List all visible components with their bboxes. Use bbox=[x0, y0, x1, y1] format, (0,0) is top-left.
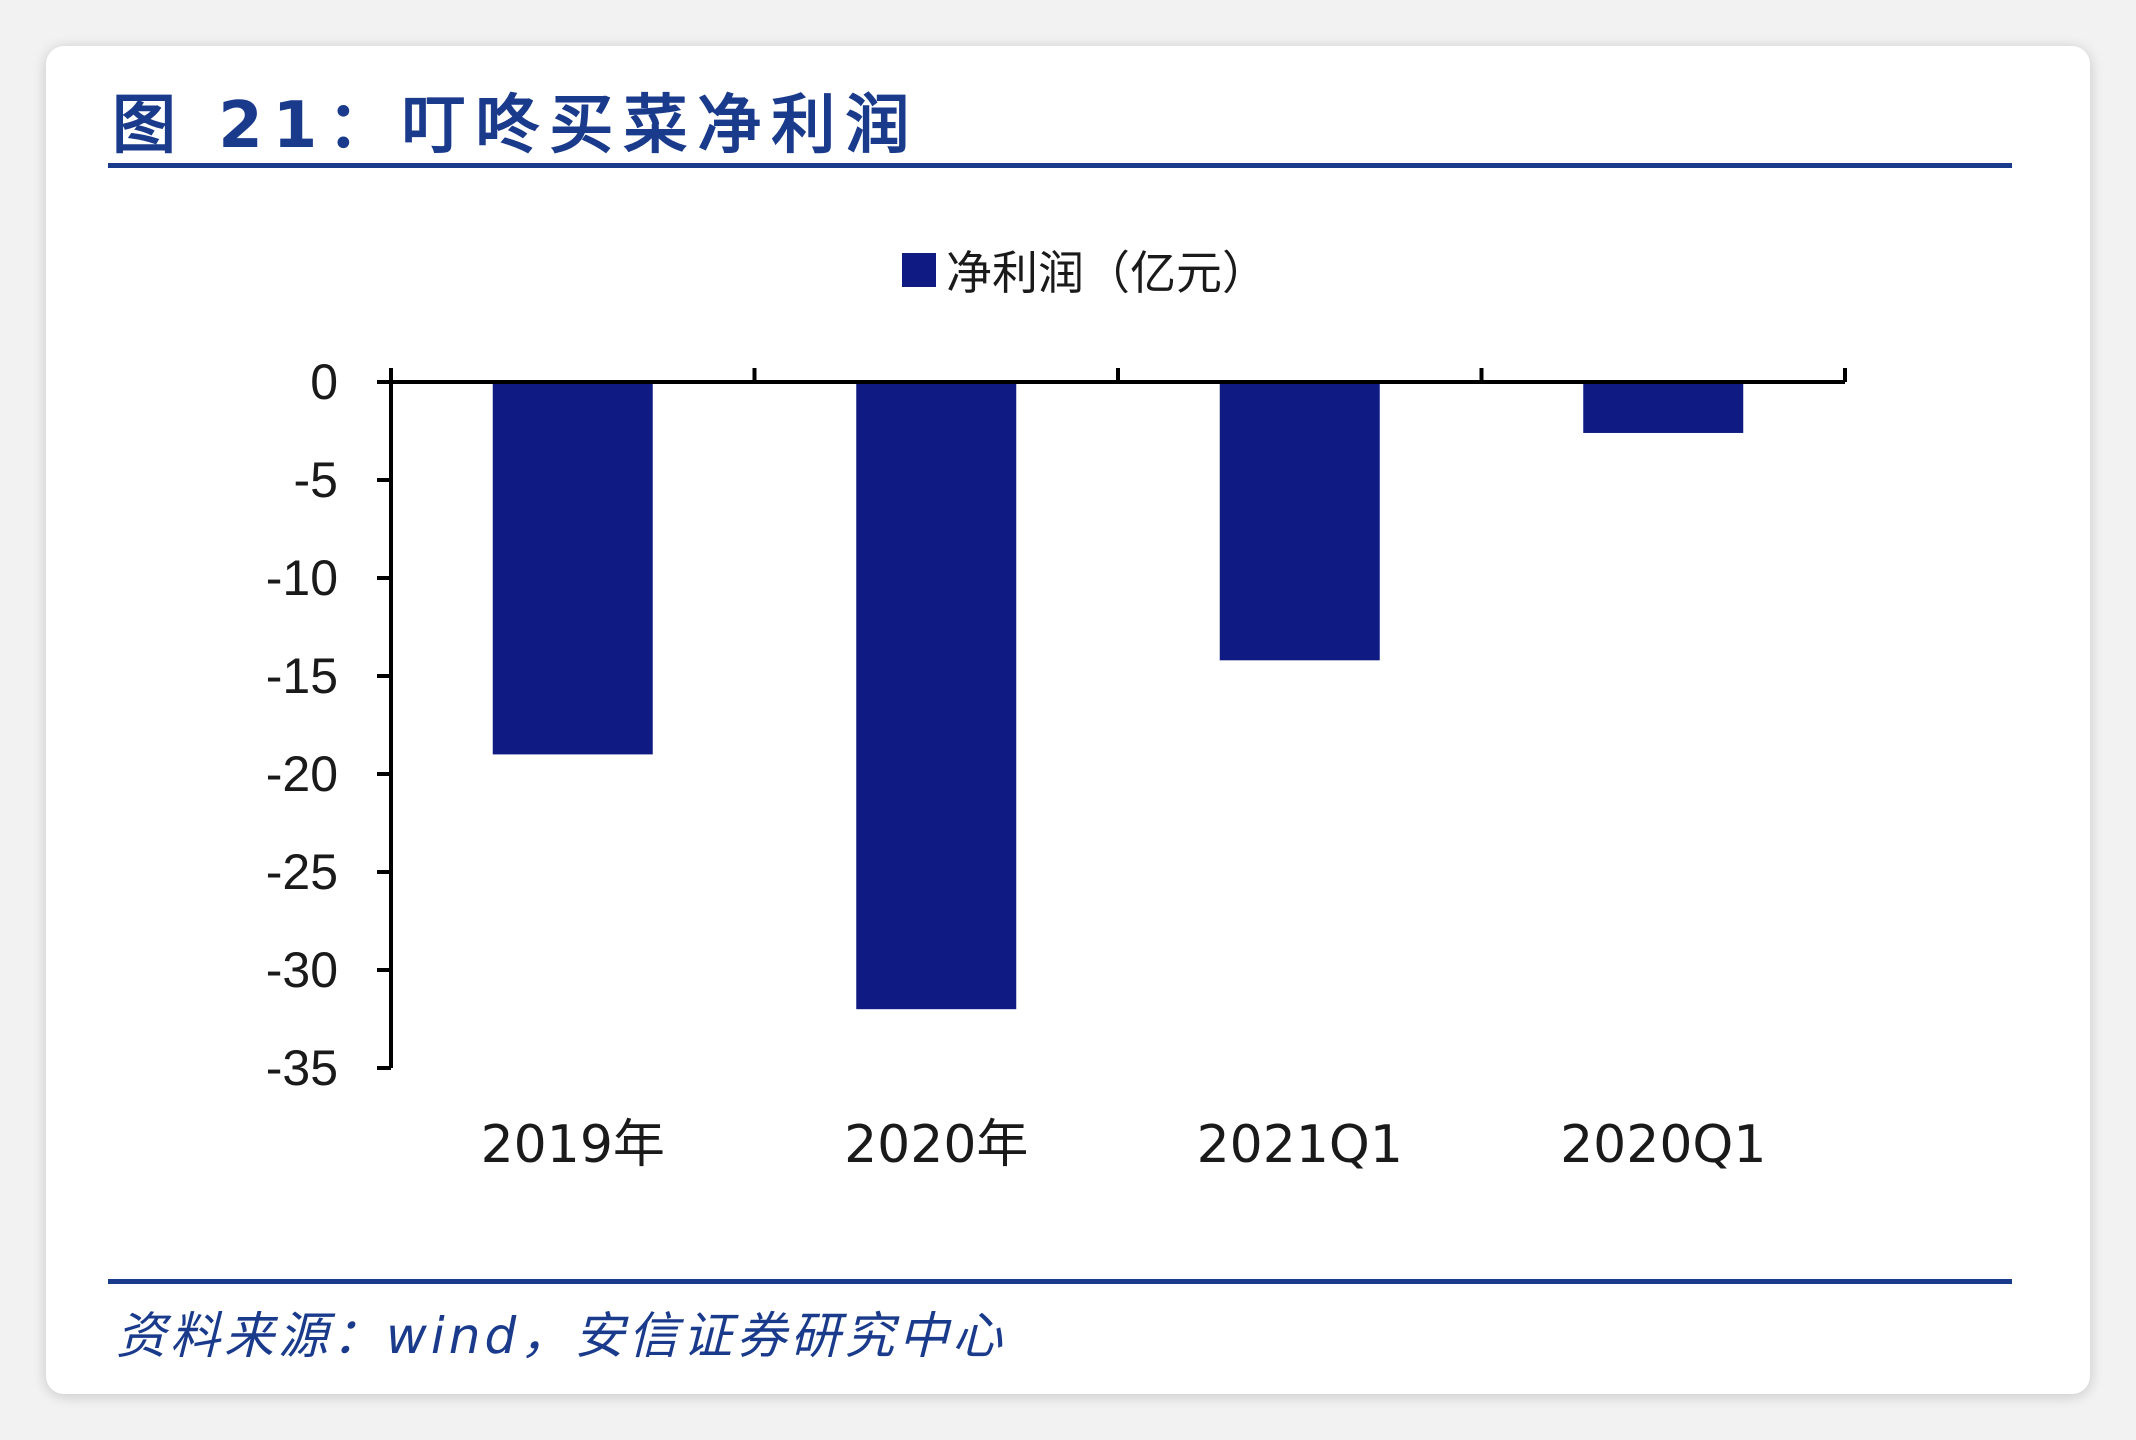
x-tick-label: 2019年 bbox=[481, 1115, 665, 1175]
source-divider bbox=[108, 1279, 2012, 1284]
y-tick-label: -35 bbox=[266, 1040, 338, 1096]
legend-label: 净利润（亿元） bbox=[946, 246, 1268, 300]
y-tick-label: -10 bbox=[266, 550, 338, 606]
legend: 净利润（亿元） bbox=[902, 246, 1268, 300]
bar bbox=[1219, 382, 1380, 661]
y-tick-label: -15 bbox=[266, 648, 338, 704]
y-tick-label: -20 bbox=[266, 746, 338, 802]
bar bbox=[1583, 382, 1744, 433]
figure-card bbox=[46, 46, 2090, 1394]
bar bbox=[856, 382, 1017, 1010]
x-axis-ticks bbox=[389, 368, 1847, 382]
source-note: 资料来源：wind，安信证券研究中心 bbox=[116, 1307, 1007, 1365]
x-axis-labels: 2019年 2020年 2021Q1 2020Q1 bbox=[481, 1115, 1767, 1175]
x-tick-label: 2020Q1 bbox=[1560, 1115, 1766, 1175]
y-tick-label: -5 bbox=[294, 452, 338, 508]
y-tick-label: 0 bbox=[310, 354, 338, 410]
y-tick-label: -25 bbox=[266, 844, 338, 900]
bars bbox=[492, 382, 1744, 1010]
title-divider bbox=[108, 163, 2012, 168]
figure-title: 图 21：叮咚买菜净利润 bbox=[112, 89, 920, 163]
bar bbox=[492, 382, 653, 755]
y-axis-ticks: 0 -5 -10 -15 -20 -25 -30 -35 bbox=[266, 354, 391, 1096]
y-tick-label: -30 bbox=[266, 942, 338, 998]
x-tick-label: 2021Q1 bbox=[1197, 1115, 1403, 1175]
legend-swatch bbox=[902, 253, 936, 287]
x-tick-label: 2020年 bbox=[844, 1115, 1028, 1175]
